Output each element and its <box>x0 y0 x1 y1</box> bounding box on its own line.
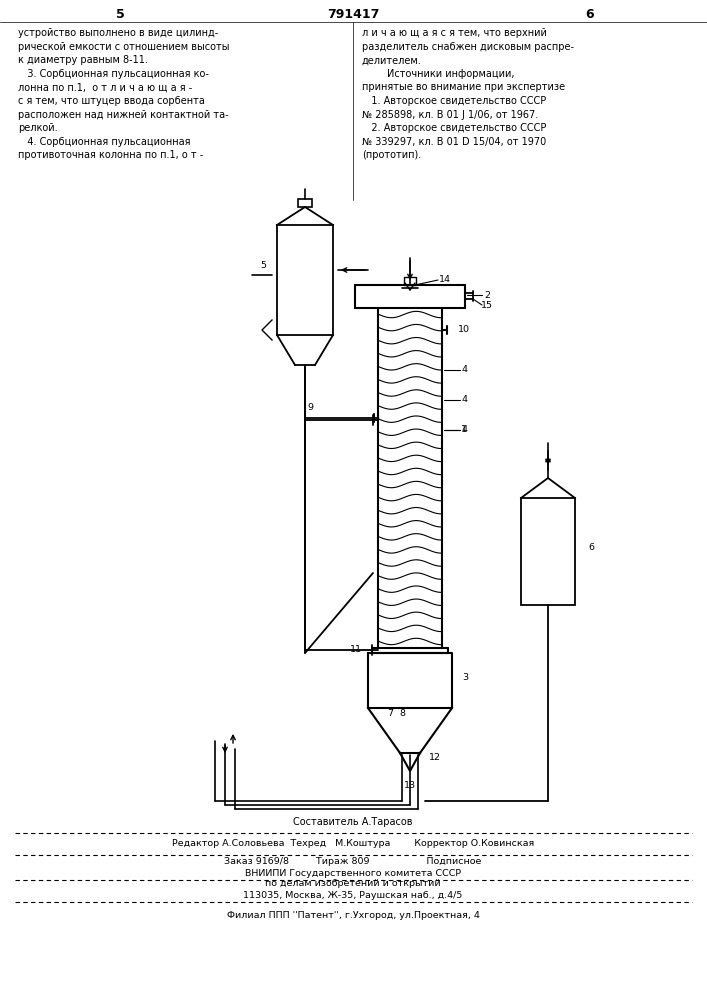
Text: ВНИИПИ Государственного комитета СССР: ВНИИПИ Государственного комитета СССР <box>245 868 461 878</box>
Text: 9: 9 <box>307 403 313 412</box>
Text: 12: 12 <box>429 754 441 762</box>
Text: устройство выполнено в виде цилинд-
рической емкости с отношением высоты
к диаме: устройство выполнено в виде цилинд- риче… <box>18 28 230 160</box>
Bar <box>298 199 312 207</box>
Bar <box>521 498 575 605</box>
Text: 2: 2 <box>484 290 490 300</box>
Text: Редактор А.Соловьева  Техред   М.Коштура        Корректор О.Ковинская: Редактор А.Соловьева Техред М.Коштура Ко… <box>172 840 534 848</box>
Text: 6: 6 <box>585 7 595 20</box>
Text: 6: 6 <box>588 544 594 552</box>
Text: 4: 4 <box>461 395 467 404</box>
Text: 4: 4 <box>461 365 467 374</box>
Text: 3: 3 <box>462 674 468 682</box>
Text: 1: 1 <box>461 426 467 434</box>
Text: 10: 10 <box>458 326 470 334</box>
Bar <box>277 225 333 335</box>
Text: 113035, Москва, Ж-35, Раушская наб., д.4/5: 113035, Москва, Ж-35, Раушская наб., д.4… <box>243 890 462 900</box>
Text: Филиал ППП ''Патент'', г.Ухгород, ул.Проектная, 4: Филиал ППП ''Патент'', г.Ухгород, ул.Про… <box>226 910 479 920</box>
Text: 7: 7 <box>387 708 393 718</box>
Text: 13: 13 <box>404 780 416 790</box>
Text: 791417: 791417 <box>327 7 379 20</box>
Text: по делам изобретений и открытий: по делам изобретений и открытий <box>265 880 440 888</box>
Bar <box>355 285 465 308</box>
Text: 14: 14 <box>439 275 451 284</box>
Text: 5: 5 <box>116 7 124 20</box>
Text: 11: 11 <box>350 646 362 654</box>
Text: 5: 5 <box>260 260 266 269</box>
Text: 8: 8 <box>399 708 405 718</box>
Text: 4: 4 <box>461 426 467 434</box>
Text: 15: 15 <box>481 300 493 310</box>
Text: л и ч а ю щ а я с я тем, что верхний
разделитель снабжен дисковым распре-
делите: л и ч а ю щ а я с я тем, что верхний раз… <box>362 28 574 160</box>
Text: Заказ 9169/8         Тираж 809                   Подписное: Заказ 9169/8 Тираж 809 Подписное <box>224 857 481 866</box>
Text: Составитель А.Тарасов: Составитель А.Тарасов <box>293 817 413 827</box>
Bar <box>404 277 416 285</box>
